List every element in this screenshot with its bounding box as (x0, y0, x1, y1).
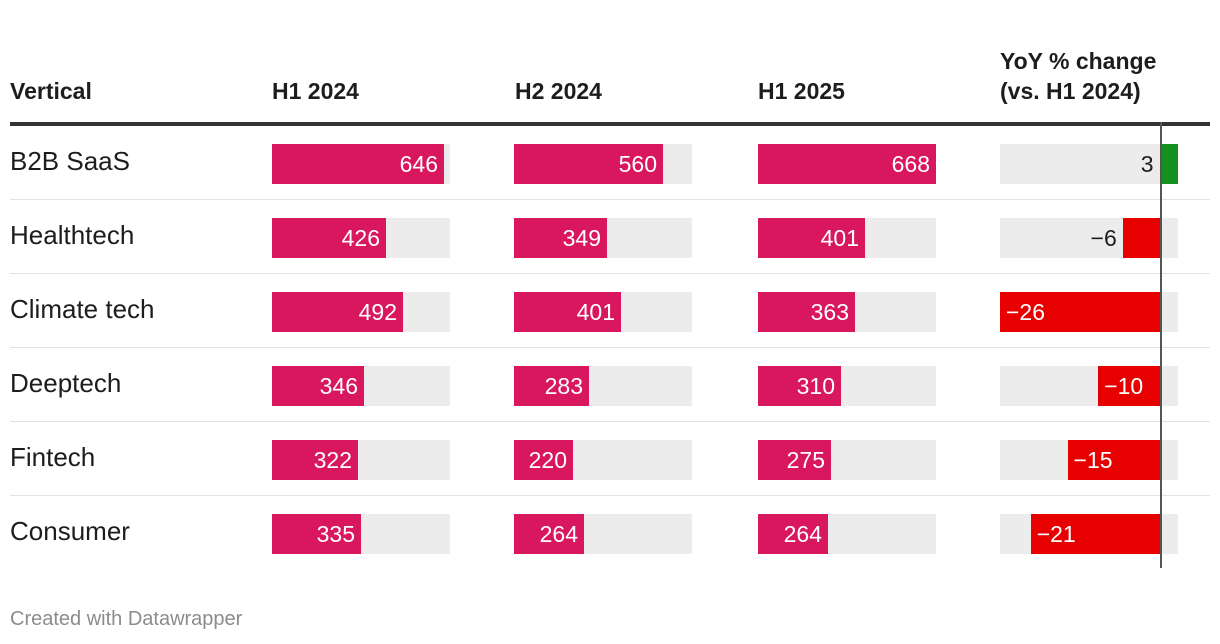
table-row: Deeptech 346 283 310 −10 (10, 348, 1210, 422)
bar-value-label: 220 (528, 447, 567, 473)
row-label: Fintech (10, 442, 96, 472)
bar-value-label: 275 (786, 447, 825, 473)
bar-value-label: 310 (796, 373, 835, 399)
row-label: Healthtech (10, 220, 135, 250)
bar-h1-2024 (272, 218, 386, 258)
bar-track: 668 (758, 144, 936, 184)
bar-h1-2025 (758, 366, 841, 406)
table-body: B2B SaaS 646 560 668 3 Healthtech 426 349 401 −6 C… (10, 126, 1210, 569)
bar-track: 560 (514, 144, 692, 184)
bar-value-label: 401 (820, 225, 859, 251)
row-label: B2B SaaS (10, 146, 130, 176)
bar-h1-2025 (758, 218, 865, 258)
yoy-track: −6 (1000, 218, 1178, 258)
bar-value-label: 646 (399, 151, 438, 177)
bar-track: 401 (758, 218, 936, 258)
bar-value-label: 363 (810, 299, 849, 325)
bar-value-label: 560 (618, 151, 657, 177)
table-row: B2B SaaS 646 560 668 3 (10, 126, 1210, 200)
yoy-value-label: −6 (1090, 225, 1117, 251)
bar-track: 426 (272, 218, 450, 258)
bar-value-label: 346 (319, 373, 358, 399)
bar-h1-2024 (272, 292, 403, 332)
yoy-value-label: 3 (1140, 151, 1154, 177)
bar-h2-2024 (514, 514, 584, 554)
yoy-track: −26 (1000, 292, 1178, 332)
bar-h1-2024 (272, 440, 358, 480)
yoy-value-label: −26 (1006, 299, 1046, 325)
yoy-bar-negative (1030, 514, 1160, 554)
yoy-track: 3 (1000, 144, 1178, 184)
bar-track: 646 (272, 144, 450, 184)
yoy-bar-negative (1098, 366, 1160, 406)
table-row: Healthtech 426 349 401 −6 (10, 200, 1210, 274)
bar-track: 264 (514, 514, 692, 554)
bar-value-label: 349 (562, 225, 601, 251)
yoy-bar-negative (1000, 292, 1160, 332)
bar-h1-2024 (272, 514, 361, 554)
bar-value-label: 426 (341, 225, 380, 251)
bar-value-label: 264 (783, 521, 822, 547)
bar-h2-2024 (514, 292, 621, 332)
header-h2-2024: H2 2024 (515, 78, 602, 104)
bar-track: 283 (514, 366, 692, 406)
yoy-track: −10 (1000, 366, 1178, 406)
bar-value-label: 492 (358, 299, 397, 325)
header-yoy: YoY % change (vs. H1 2024) (1000, 46, 1156, 106)
bar-h2-2024 (514, 144, 663, 184)
bar-value-label: 335 (316, 521, 355, 547)
footer-credit: Created with Datawrapper (10, 608, 243, 630)
bar-track: 335 (272, 514, 450, 554)
bar-value-label: 668 (891, 151, 930, 177)
bar-value-label: 401 (576, 299, 615, 325)
bar-value-label: 283 (544, 373, 583, 399)
bar-value-label: 322 (313, 447, 352, 473)
yoy-track: −15 (1000, 440, 1178, 480)
bar-h1-2025 (758, 440, 831, 480)
yoy-zero-line (1160, 122, 1162, 568)
bar-h2-2024 (514, 366, 589, 406)
bar-track: 220 (514, 440, 692, 480)
bar-track: 275 (758, 440, 936, 480)
bar-value-label: 264 (539, 521, 578, 547)
row-label: Consumer (10, 516, 130, 546)
bar-track: 310 (758, 366, 936, 406)
bar-h2-2024 (514, 440, 573, 480)
header-h1-2024: H1 2024 (272, 78, 359, 104)
header-h1-2025: H1 2025 (758, 78, 845, 104)
bar-track: 264 (758, 514, 936, 554)
table-row: Climate tech 492 401 363 −26 (10, 274, 1210, 348)
bar-h1-2025 (758, 514, 828, 554)
header-yoy-line1: YoY % change (1000, 48, 1157, 74)
header-yoy-line2: (vs. H1 2024) (1000, 78, 1141, 104)
yoy-bar-negative (1067, 440, 1160, 480)
bar-track: 322 (272, 440, 450, 480)
bar-track: 401 (514, 292, 692, 332)
yoy-value-label: −10 (1104, 373, 1144, 399)
bar-track: 492 (272, 292, 450, 332)
bar-h1-2025 (758, 144, 936, 184)
bar-h1-2024 (272, 366, 364, 406)
yoy-track: −21 (1000, 514, 1178, 554)
header-vertical: Vertical (10, 78, 92, 104)
yoy-bar-negative (1122, 218, 1160, 258)
bar-h1-2024 (272, 144, 444, 184)
row-label: Climate tech (10, 294, 155, 324)
yoy-bar-positive (1159, 144, 1178, 184)
bar-h1-2025 (758, 292, 855, 332)
table-row: Fintech 322 220 275 −15 (10, 422, 1210, 496)
yoy-value-label: −21 (1036, 521, 1076, 547)
table-header: Vertical H1 2024 H2 2024 H1 2025 YoY % c… (10, 40, 1210, 126)
bar-track: 363 (758, 292, 936, 332)
row-label: Deeptech (10, 368, 122, 398)
chart-table: Vertical H1 2024 H2 2024 H1 2025 YoY % c… (10, 40, 1210, 569)
bar-h2-2024 (514, 218, 607, 258)
bar-track: 346 (272, 366, 450, 406)
bar-track: 349 (514, 218, 692, 258)
table-row: Consumer 335 264 264 −21 (10, 496, 1210, 569)
yoy-value-label: −15 (1073, 447, 1113, 473)
